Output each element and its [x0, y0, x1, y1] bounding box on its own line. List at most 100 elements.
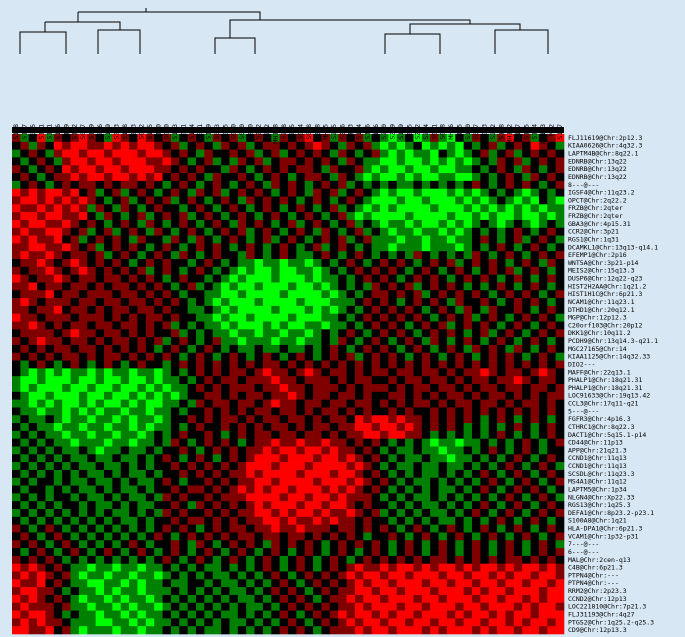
heatmap-cell: [45, 516, 55, 525]
heatmap-cell: [62, 469, 71, 479]
heatmap-cell: [313, 438, 322, 447]
heatmap-cell: [338, 594, 347, 604]
heatmap-cell: [70, 493, 80, 502]
heatmap-cell: [446, 430, 456, 439]
heatmap-cell: [338, 423, 347, 432]
row-label: CCR2@Chr:3p21: [568, 228, 619, 236]
heatmap-cell: [371, 266, 381, 275]
heatmap-cell: [288, 290, 297, 299]
heatmap-cell: [555, 532, 565, 541]
heatmap-cell: [413, 235, 423, 244]
heatmap-cell: [120, 618, 130, 627]
heatmap-cell: [137, 610, 147, 619]
heatmap-cell: [112, 298, 122, 307]
heatmap-cell: [212, 548, 222, 557]
heatmap-cell: [346, 524, 356, 533]
heatmap-cell: [129, 524, 138, 533]
heatmap-cell: [497, 477, 506, 486]
heatmap-cell: [530, 438, 540, 447]
heatmap-cell: [53, 157, 63, 166]
heatmap-cell: [463, 555, 473, 564]
heatmap-cell: [37, 477, 46, 486]
heatmap-cell: [78, 165, 88, 174]
heatmap-cell: [237, 423, 247, 432]
heatmap-cell: [212, 415, 222, 424]
heatmap-cell: [380, 329, 389, 338]
heatmap-cell: [12, 212, 21, 221]
heatmap-cell: [62, 430, 71, 439]
heatmap-cell: [488, 165, 498, 174]
heatmap-cell: [313, 391, 322, 400]
heatmap-cell: [45, 149, 55, 158]
heatmap-cell: [145, 290, 155, 299]
heatmap-cell: [20, 602, 30, 611]
heatmap-cell: [296, 462, 306, 471]
heatmap-cell: [53, 548, 63, 557]
heatmap-cell: [547, 579, 556, 588]
heatmap-cell: [522, 509, 531, 518]
heatmap-cell: [87, 188, 96, 197]
heatmap-cell: [62, 423, 71, 432]
heatmap-cell: [463, 579, 473, 588]
heatmap-cell: [438, 360, 448, 369]
heatmap-cell: [446, 290, 456, 299]
heatmap-cell: [279, 368, 289, 377]
heatmap-cell: [463, 212, 473, 221]
heatmap-cell: [271, 579, 280, 588]
heatmap-cell: [472, 227, 481, 236]
heatmap-cell: [162, 462, 172, 471]
heatmap-cell: [95, 298, 105, 307]
heatmap-cell: [28, 180, 38, 189]
heatmap-cell: [254, 594, 264, 604]
column-label: S232: [489, 124, 497, 140]
heatmap-cell: [329, 399, 339, 408]
heatmap-cell: [229, 243, 239, 252]
heatmap-cell: [179, 610, 188, 619]
heatmap-cell: [363, 165, 372, 174]
row-label: DIO2---: [568, 360, 595, 368]
heatmap-cell: [12, 298, 21, 307]
heatmap-cell: [53, 368, 63, 377]
heatmap-cell: [363, 384, 372, 393]
heatmap-cell: [547, 548, 556, 557]
heatmap-cell: [246, 180, 255, 189]
heatmap-cell: [120, 290, 130, 299]
heatmap-cell: [279, 259, 289, 268]
heatmap-cell: [538, 157, 548, 166]
heatmap-cell: [254, 329, 264, 338]
heatmap-cell: [405, 407, 414, 416]
heatmap-cell: [45, 227, 55, 236]
heatmap-cell: [547, 180, 556, 189]
heatmap-cell: [354, 618, 364, 627]
heatmap-cell: [555, 360, 565, 369]
heatmap-cell: [271, 618, 280, 627]
row-label: DCAMKL1@Chr:13q13-q14.1: [568, 243, 658, 251]
heatmap-cell: [45, 618, 55, 627]
heatmap-cell: [430, 469, 439, 479]
heatmap-cell: [388, 548, 398, 557]
heatmap-cell: [87, 626, 96, 635]
heatmap-cell: [413, 384, 423, 393]
heatmap-cell: [78, 462, 88, 471]
heatmap-cell: [62, 165, 71, 174]
heatmap-cell: [112, 266, 122, 275]
heatmap-cell: [170, 399, 180, 408]
heatmap-cell: [179, 368, 188, 377]
heatmap-cell: [221, 555, 230, 564]
heatmap-cell: [271, 212, 280, 221]
heatmap-cell: [95, 407, 105, 416]
heatmap-cell: [212, 259, 222, 268]
heatmap-cell: [296, 446, 306, 455]
heatmap-cell: [12, 196, 21, 205]
heatmap-cell: [187, 462, 197, 471]
heatmap-cell: [70, 462, 80, 471]
heatmap-cell: [237, 438, 247, 447]
heatmap-cell: [37, 259, 46, 268]
heatmap-cell: [137, 462, 147, 471]
heatmap-cell: [371, 509, 381, 518]
heatmap-cell: [388, 555, 398, 564]
heatmap-cell: [187, 509, 197, 518]
heatmap-cell: [522, 469, 531, 479]
heatmap-cell: [37, 493, 46, 502]
heatmap-cell: [296, 626, 306, 635]
